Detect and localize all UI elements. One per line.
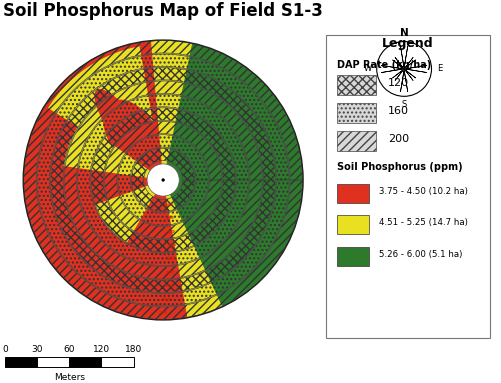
Polygon shape — [400, 46, 407, 69]
Text: 120: 120 — [166, 243, 176, 248]
FancyBboxPatch shape — [336, 215, 368, 234]
Bar — [69, 357, 101, 367]
Text: Legend: Legend — [381, 37, 433, 50]
Text: W: W — [363, 64, 372, 74]
Bar — [37, 357, 69, 367]
Polygon shape — [403, 69, 415, 80]
Polygon shape — [392, 57, 403, 69]
Text: 120: 120 — [164, 284, 173, 288]
FancyBboxPatch shape — [336, 75, 375, 95]
Bar — [101, 357, 133, 367]
Bar — [5, 357, 37, 367]
Text: Meters: Meters — [54, 373, 85, 382]
Text: 120: 120 — [93, 345, 110, 354]
FancyBboxPatch shape — [325, 35, 489, 338]
Text: 4.51 - 5.25 (14.7 ha): 4.51 - 5.25 (14.7 ha) — [379, 218, 467, 228]
Wedge shape — [163, 139, 199, 180]
Text: 0: 0 — [2, 345, 8, 354]
Wedge shape — [23, 41, 187, 320]
Circle shape — [23, 40, 303, 320]
Text: Soil Phosphorus (ppm): Soil Phosphorus (ppm) — [336, 162, 461, 172]
Text: DAP Rate (kg/ha): DAP Rate (kg/ha) — [336, 60, 430, 70]
Text: 30: 30 — [32, 345, 43, 354]
Polygon shape — [400, 69, 407, 92]
Polygon shape — [392, 69, 403, 80]
Text: 200: 200 — [165, 270, 175, 275]
Title: Soil Phosphorus Map of Field S1-3: Soil Phosphorus Map of Field S1-3 — [3, 2, 323, 20]
Wedge shape — [63, 122, 163, 180]
Wedge shape — [24, 49, 163, 180]
Text: 160: 160 — [387, 106, 408, 116]
Text: S: S — [401, 100, 406, 109]
Circle shape — [147, 164, 179, 196]
Wedge shape — [163, 131, 219, 199]
FancyBboxPatch shape — [336, 184, 368, 203]
Text: 160: 160 — [161, 298, 171, 302]
Text: 120: 120 — [387, 78, 409, 88]
Wedge shape — [163, 43, 303, 307]
Text: 160: 160 — [165, 216, 175, 221]
Text: E: E — [436, 64, 442, 74]
Polygon shape — [380, 65, 403, 72]
Polygon shape — [94, 89, 138, 142]
Polygon shape — [48, 46, 153, 149]
Text: 180: 180 — [125, 345, 142, 354]
Text: 120: 120 — [163, 202, 173, 208]
Text: 5.26 - 6.00 (5.1 ha): 5.26 - 6.00 (5.1 ha) — [379, 250, 462, 259]
FancyBboxPatch shape — [336, 103, 375, 123]
FancyBboxPatch shape — [336, 247, 368, 266]
Text: 3.75 - 4.50 (10.2 ha): 3.75 - 4.50 (10.2 ha) — [379, 187, 467, 196]
Text: 200: 200 — [166, 229, 176, 234]
Circle shape — [161, 178, 164, 182]
Text: 160: 160 — [166, 257, 176, 262]
Polygon shape — [403, 57, 415, 69]
Text: 200: 200 — [158, 311, 167, 315]
Wedge shape — [95, 180, 163, 243]
Text: N: N — [399, 28, 408, 38]
Text: 60: 60 — [64, 345, 75, 354]
Polygon shape — [403, 65, 426, 72]
FancyBboxPatch shape — [336, 131, 375, 151]
Text: 200: 200 — [387, 134, 409, 144]
